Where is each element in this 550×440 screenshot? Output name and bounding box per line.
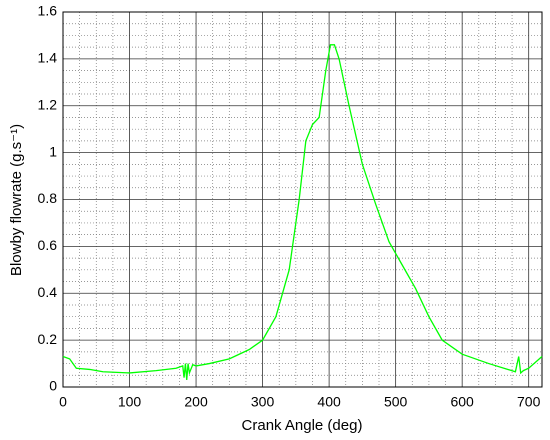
- y-tick-label: 1.6: [38, 3, 58, 19]
- y-axis-label: Blowby flowrate (g.s⁻¹): [8, 124, 25, 276]
- x-tick-label: 200: [184, 394, 208, 410]
- data-line: [62, 44, 543, 381]
- x-axis-label: Crank Angle (deg): [242, 417, 363, 434]
- y-tick-label: 1: [49, 143, 57, 159]
- y-tick-label: 1.4: [38, 50, 58, 66]
- x-tick-label: 500: [384, 394, 408, 410]
- x-tick-label: 100: [118, 394, 142, 410]
- y-tick-label: 0.8: [38, 190, 58, 206]
- x-tick-label: 300: [251, 394, 275, 410]
- y-tick-label: 0.4: [38, 284, 58, 300]
- x-tick-label: 700: [517, 394, 541, 410]
- y-tick-label: 0: [49, 378, 57, 394]
- plot-frame: [62, 11, 543, 388]
- y-tick-label: 0.6: [38, 237, 58, 253]
- x-tick-label: 400: [317, 394, 341, 410]
- x-tick-label: 0: [59, 394, 67, 410]
- x-tick-label: 600: [450, 394, 474, 410]
- y-tick-label: 0.2: [38, 331, 58, 347]
- y-tick-label: 1.2: [38, 96, 58, 112]
